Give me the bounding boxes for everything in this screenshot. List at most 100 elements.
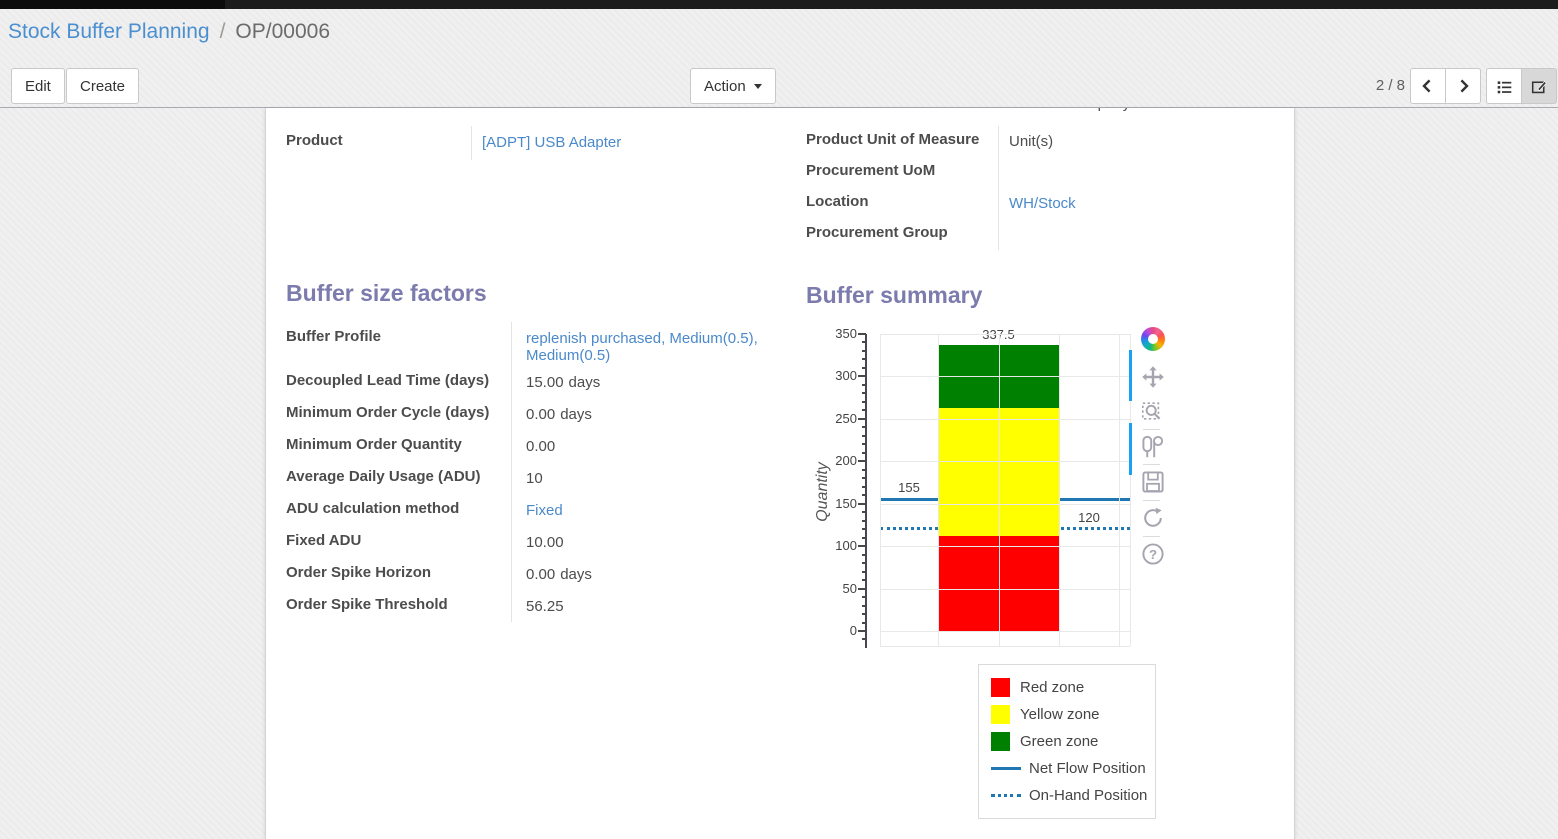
modebar-active-indicator bbox=[1129, 350, 1132, 401]
y-tick-mark bbox=[862, 519, 866, 522]
y-tick-mark bbox=[862, 621, 866, 624]
legend-label: Green zone bbox=[1020, 733, 1099, 750]
field-row-location: Location WH/Stock bbox=[806, 188, 1276, 219]
caret-down-icon bbox=[753, 83, 762, 89]
field-row-fixed-adu: Fixed ADU 10.00 bbox=[286, 526, 791, 558]
compare-hover-pins-icon[interactable] bbox=[1141, 435, 1165, 459]
legend-swatch bbox=[991, 678, 1010, 697]
procurement-uom-value bbox=[998, 157, 1276, 188]
y-tick-mark bbox=[858, 502, 866, 505]
product-value-link[interactable]: [ADPT] USB Adapter bbox=[482, 134, 622, 151]
red-zone-bar bbox=[938, 535, 1059, 631]
moc-label: Minimum Order Cycle (days) bbox=[286, 404, 490, 421]
legend-label: Yellow zone bbox=[1020, 706, 1100, 723]
x-gridline bbox=[880, 334, 881, 646]
y-tick-label: 300 bbox=[835, 368, 857, 384]
help-icon[interactable]: ? bbox=[1141, 542, 1165, 566]
y-tick-mark bbox=[862, 341, 866, 344]
y-tick-mark bbox=[858, 630, 866, 632]
adu-method-value-link[interactable]: Fixed bbox=[526, 502, 563, 519]
y-tick-mark bbox=[862, 426, 866, 429]
y-tick-mark bbox=[862, 434, 866, 437]
yellow-zone-bar bbox=[938, 408, 1059, 536]
legend-item-green-zone[interactable]: Green zone bbox=[991, 728, 1143, 755]
moc-value: 0.00 bbox=[526, 406, 556, 423]
x-gridline bbox=[1130, 334, 1131, 646]
form-sheet: Company Product [ADPT] USB Adapter Produ… bbox=[265, 108, 1295, 839]
fixed-adu-label: Fixed ADU bbox=[286, 532, 362, 549]
reset-axes-icon[interactable] bbox=[1141, 506, 1165, 530]
modebar-separator bbox=[1143, 500, 1160, 501]
y-gridline bbox=[880, 418, 1130, 420]
plotly-modebar: ? bbox=[1129, 323, 1171, 583]
y-tick-mark bbox=[862, 604, 866, 607]
procurement-group-value bbox=[998, 219, 1276, 250]
legend-item-yellow-zone[interactable]: Yellow zone bbox=[991, 701, 1143, 728]
field-row-adu: Average Daily Usage (ADU) 10 bbox=[286, 462, 791, 494]
clipped-row-remnant: Company bbox=[1066, 108, 1206, 115]
plotly-logo-icon[interactable] bbox=[1141, 327, 1165, 351]
dlt-label: Decoupled Lead Time (days) bbox=[286, 372, 490, 389]
top-navbar-strip bbox=[0, 0, 1558, 9]
breadcrumb-parent-link[interactable]: Stock Buffer Planning bbox=[8, 20, 210, 43]
form-view-button[interactable] bbox=[1521, 68, 1557, 104]
fixed-adu-value: 10.00 bbox=[511, 526, 791, 558]
zoom-icon[interactable] bbox=[1141, 399, 1165, 423]
procurement-uom-label: Procurement UoM bbox=[806, 162, 936, 179]
y-tick-label: 150 bbox=[835, 495, 857, 511]
y-tick-mark bbox=[862, 392, 866, 395]
y-tick-mark bbox=[862, 485, 866, 488]
pan-icon[interactable] bbox=[1141, 365, 1165, 389]
pager-previous-button[interactable] bbox=[1410, 68, 1446, 104]
field-row-moq: Minimum Order Quantity 0.00 bbox=[286, 430, 791, 462]
edit-button[interactable]: Edit bbox=[11, 68, 65, 104]
legend-item-red-zone[interactable]: Red zone bbox=[991, 674, 1143, 701]
legend-swatch bbox=[991, 732, 1010, 751]
procurement-group-label: Procurement Group bbox=[806, 224, 948, 241]
buffer-profile-label: Buffer Profile bbox=[286, 328, 382, 345]
y-tick-mark bbox=[862, 400, 866, 403]
y-tick-mark bbox=[862, 562, 866, 565]
svg-text:?: ? bbox=[1149, 547, 1157, 562]
form-view-icon bbox=[1531, 80, 1547, 93]
breadcrumb-separator: / bbox=[219, 20, 226, 43]
buffer-profile-value-link[interactable]: replenish purchased, Medium(0.5), Medium… bbox=[526, 330, 758, 364]
y-tick-mark bbox=[862, 383, 866, 386]
y-tick-mark bbox=[862, 468, 866, 471]
legend-item-net-flow-position[interactable]: Net Flow Position bbox=[991, 755, 1146, 782]
field-row-spike-threshold: Order Spike Threshold 56.25 bbox=[286, 590, 791, 622]
y-tick-mark bbox=[858, 417, 866, 420]
y-tick-label: 200 bbox=[835, 453, 857, 469]
legend-item-on-hand-position[interactable]: On-Hand Position bbox=[991, 782, 1147, 809]
y-tick-mark bbox=[862, 443, 866, 446]
field-row-product-uom: Product Unit of Measure Unit(s) bbox=[806, 126, 1276, 157]
top-navbar-left-segment bbox=[0, 0, 225, 9]
chart-legend: Red zone Yellow zone Green zone Net Flow Po… bbox=[978, 664, 1156, 819]
list-view-icon bbox=[1497, 80, 1511, 93]
dlt-suffix: days bbox=[568, 374, 601, 391]
green-zone-bar bbox=[938, 344, 1059, 409]
moc-suffix: days bbox=[560, 406, 592, 423]
modebar-active-indicator bbox=[1129, 423, 1132, 475]
create-button[interactable]: Create bbox=[66, 68, 140, 104]
y-tick-mark bbox=[862, 511, 866, 514]
pager-next-button[interactable] bbox=[1445, 68, 1481, 104]
y-tick-label: 0 bbox=[849, 623, 857, 638]
y-tick-mark bbox=[862, 536, 866, 539]
field-row-buffer-profile: Buffer Profile replenish purchased, Medi… bbox=[286, 322, 791, 366]
dlt-value: 15.00 bbox=[526, 374, 564, 391]
spike-horizon-suffix: days bbox=[560, 566, 592, 583]
action-dropdown-button[interactable]: Action bbox=[690, 68, 776, 104]
adu-label: Average Daily Usage (ADU) bbox=[286, 468, 481, 485]
pager-nav-group bbox=[1410, 68, 1481, 104]
y-tick-mark bbox=[862, 358, 866, 361]
location-value-link[interactable]: WH/Stock bbox=[1009, 195, 1076, 212]
toolbar: Edit Create Action 2 / 8 bbox=[0, 66, 1558, 107]
list-view-button[interactable] bbox=[1486, 68, 1522, 104]
spike-horizon-label: Order Spike Horizon bbox=[286, 564, 432, 581]
save-icon[interactable] bbox=[1141, 470, 1165, 494]
y-tick-mark bbox=[862, 570, 866, 573]
buffer-summary-chart: 120155112.5262.5337.53503002502001501005… bbox=[811, 323, 1171, 663]
field-row-dlt: Decoupled Lead Time (days) 15.00 days bbox=[286, 366, 791, 398]
